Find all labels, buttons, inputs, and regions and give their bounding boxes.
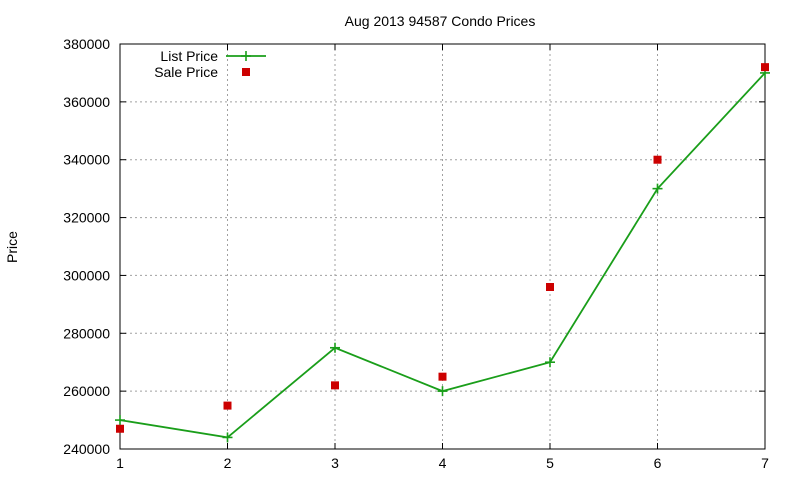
legend-marker-sale-price — [242, 68, 250, 76]
y-tick-label: 280000 — [63, 325, 110, 341]
series-layer — [115, 63, 770, 443]
x-tick-label: 7 — [761, 455, 769, 471]
y-axis-label: Price — [4, 231, 20, 263]
chart-title: Aug 2013 94587 Condo Prices — [345, 13, 536, 29]
y-tick-label: 240000 — [63, 441, 110, 457]
legend-label-sale-price: Sale Price — [154, 64, 218, 80]
legend-marker-list-price — [241, 51, 251, 61]
axis-ticks: 1 2 3 4 5 6 7 240000 260000 280000 300000 320000 340… — [63, 36, 769, 471]
sale-price-point — [331, 381, 339, 390]
x-tick-label: 4 — [439, 455, 447, 471]
legend-label-list-price: List Price — [160, 48, 218, 64]
x-tick-label: 6 — [654, 455, 662, 471]
sale-price-point — [761, 63, 769, 72]
x-tick-label: 1 — [116, 455, 124, 471]
sale-price-point — [546, 283, 554, 291]
list-price-point — [330, 342, 340, 353]
x-tick-label: 5 — [546, 455, 554, 471]
x-tick-label: 3 — [331, 455, 339, 471]
list-price-point — [545, 357, 555, 368]
list-price-point — [222, 432, 233, 443]
sale-price-point — [116, 424, 124, 433]
y-tick-label: 360000 — [63, 94, 110, 110]
x-tick-label: 2 — [224, 455, 232, 471]
series-list-price — [115, 67, 770, 443]
sale-price-point — [653, 155, 662, 164]
list-price-point — [115, 415, 125, 426]
y-tick-label: 320000 — [63, 210, 110, 226]
y-tick-label: 380000 — [63, 36, 110, 52]
series-sale-price — [116, 63, 769, 433]
list-price-point — [437, 386, 448, 397]
y-tick-label: 340000 — [63, 152, 110, 168]
y-tick-label: 260000 — [63, 383, 110, 399]
y-tick-label: 300000 — [63, 267, 110, 283]
sale-price-point — [438, 372, 447, 381]
sale-price-point — [223, 401, 232, 410]
list-price-point — [652, 183, 663, 194]
